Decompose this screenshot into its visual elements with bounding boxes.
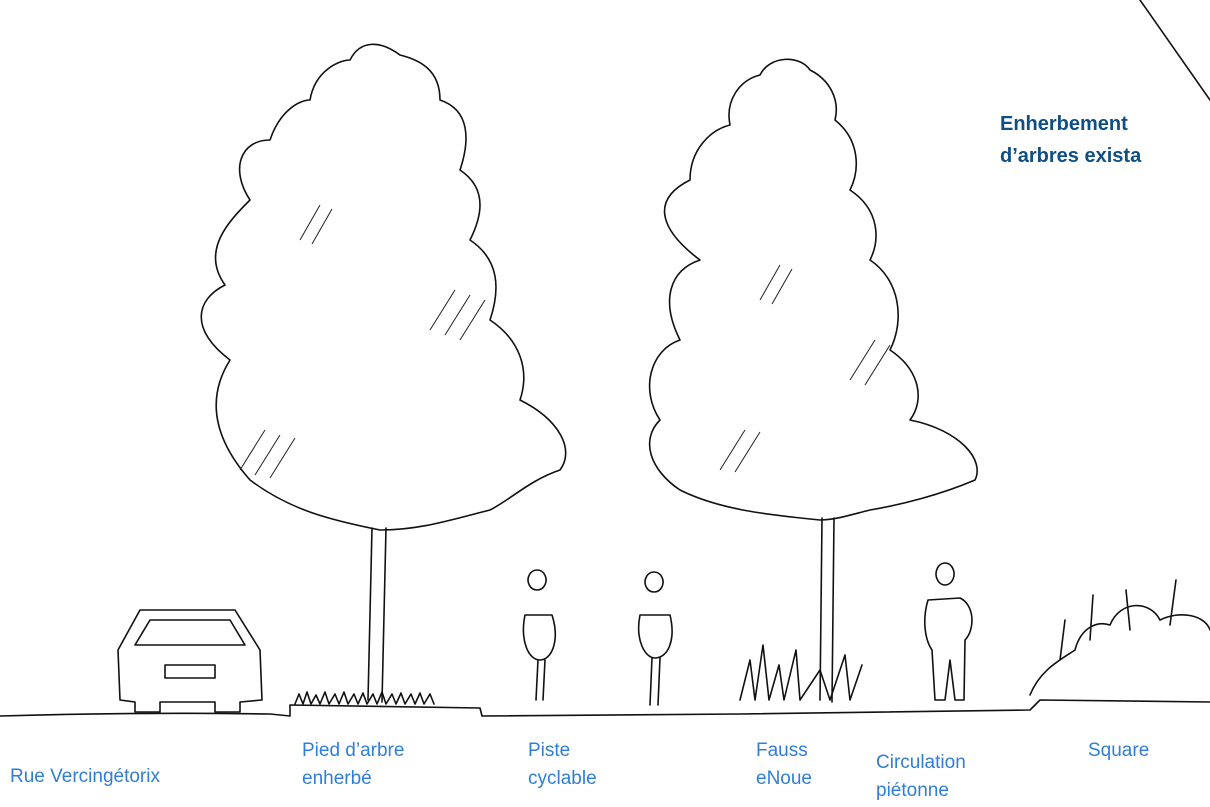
square-bushes [1030, 580, 1210, 695]
section-label: eNoue [756, 768, 812, 789]
annotation-line: Enherbement [1000, 113, 1128, 135]
hatching [240, 205, 890, 478]
leader-line [1140, 0, 1210, 100]
tree-trunk [368, 528, 386, 702]
section-label: Rue Vercingétorix [10, 766, 160, 787]
grass [295, 692, 434, 704]
cyclist [639, 572, 672, 705]
section-label: Pied d’arbre [302, 740, 404, 761]
pedestrian [925, 563, 972, 700]
section-label: enherbé [302, 768, 372, 789]
cyclist [523, 570, 555, 700]
section-label: piétonne [876, 780, 949, 801]
section-label: Fauss [756, 740, 808, 761]
section-label: Piste [528, 740, 570, 761]
section-label: Square [1088, 740, 1149, 761]
section-label: Circulation [876, 752, 966, 773]
section-label: cyclable [528, 768, 597, 789]
annotation-line: d’arbres exista [1000, 145, 1142, 167]
tree-canopy [650, 59, 978, 520]
illustration: Enherbement d’arbres exista Rue Vercingé… [0, 0, 1210, 807]
sketch [0, 0, 1210, 716]
tree-canopy [201, 44, 565, 530]
labels: Rue Vercingétorix Pied d’arbre enherbé Pist… [10, 740, 1149, 801]
swale-plants [740, 645, 862, 700]
car [118, 610, 262, 712]
